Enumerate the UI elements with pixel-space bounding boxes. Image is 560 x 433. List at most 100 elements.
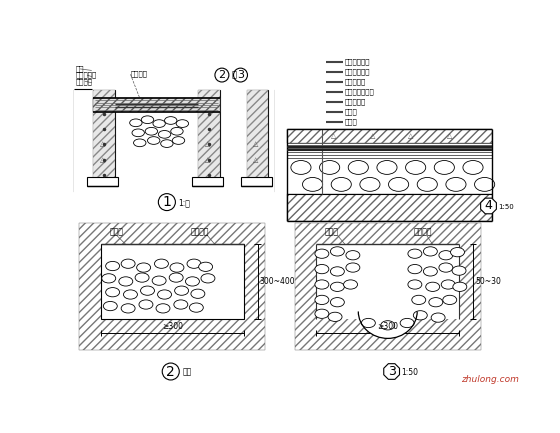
Text: 土工布: 土工布 bbox=[325, 228, 339, 237]
Ellipse shape bbox=[315, 265, 329, 274]
Text: 土工布: 土工布 bbox=[110, 228, 123, 237]
Ellipse shape bbox=[408, 265, 422, 274]
Ellipse shape bbox=[137, 263, 151, 272]
Ellipse shape bbox=[361, 318, 375, 328]
Text: 碎石粗沙: 碎石粗沙 bbox=[413, 228, 432, 237]
Ellipse shape bbox=[408, 249, 422, 259]
Text: 3: 3 bbox=[237, 70, 244, 80]
Ellipse shape bbox=[381, 321, 395, 330]
Ellipse shape bbox=[161, 140, 173, 148]
Circle shape bbox=[158, 194, 175, 210]
Text: △: △ bbox=[206, 157, 211, 163]
Ellipse shape bbox=[165, 116, 177, 124]
Ellipse shape bbox=[169, 273, 183, 282]
Bar bbox=[198, 90, 220, 181]
Ellipse shape bbox=[155, 259, 169, 268]
Bar bbox=[192, 177, 223, 186]
Ellipse shape bbox=[132, 129, 144, 137]
Ellipse shape bbox=[439, 263, 453, 272]
Text: 水泥沙浆找平层: 水泥沙浆找平层 bbox=[345, 89, 375, 95]
Ellipse shape bbox=[330, 247, 344, 256]
Ellipse shape bbox=[106, 262, 120, 271]
Ellipse shape bbox=[170, 263, 184, 272]
Ellipse shape bbox=[330, 282, 344, 291]
Text: △: △ bbox=[100, 141, 105, 147]
Text: △: △ bbox=[331, 133, 336, 139]
Bar bbox=[247, 90, 268, 181]
Ellipse shape bbox=[199, 262, 213, 271]
Ellipse shape bbox=[141, 286, 155, 295]
Bar bbox=[101, 245, 244, 319]
Ellipse shape bbox=[158, 130, 171, 138]
Text: 1: 1 bbox=[162, 195, 171, 209]
Ellipse shape bbox=[413, 311, 427, 320]
Bar bbox=[247, 90, 274, 192]
Bar bbox=[115, 112, 198, 174]
Ellipse shape bbox=[152, 276, 166, 285]
Ellipse shape bbox=[360, 178, 380, 191]
Text: 2: 2 bbox=[166, 365, 175, 378]
Text: 頼押土层层: 頼押土层层 bbox=[345, 99, 366, 105]
Bar bbox=[295, 223, 480, 350]
Ellipse shape bbox=[156, 304, 170, 313]
Text: 纸水层: 纸水层 bbox=[345, 109, 358, 115]
Bar bbox=[80, 223, 265, 350]
Text: △: △ bbox=[253, 157, 259, 163]
Ellipse shape bbox=[121, 304, 135, 313]
Ellipse shape bbox=[346, 251, 360, 260]
Ellipse shape bbox=[201, 274, 215, 283]
Bar bbox=[94, 90, 115, 181]
Bar bbox=[287, 194, 492, 220]
Text: 碎石粗沙: 碎石粗沙 bbox=[190, 228, 209, 237]
Bar bbox=[220, 90, 247, 192]
Ellipse shape bbox=[434, 161, 454, 174]
Circle shape bbox=[234, 68, 248, 82]
Text: ≥300: ≥300 bbox=[377, 322, 398, 331]
Ellipse shape bbox=[408, 280, 422, 289]
Ellipse shape bbox=[315, 309, 329, 318]
Ellipse shape bbox=[331, 178, 351, 191]
Ellipse shape bbox=[400, 318, 414, 328]
Ellipse shape bbox=[441, 280, 455, 289]
Ellipse shape bbox=[463, 161, 483, 174]
Ellipse shape bbox=[315, 249, 329, 259]
Text: 300~400: 300~400 bbox=[260, 277, 296, 286]
Ellipse shape bbox=[423, 247, 437, 256]
Ellipse shape bbox=[377, 161, 397, 174]
Ellipse shape bbox=[389, 178, 409, 191]
Bar bbox=[316, 245, 459, 319]
Ellipse shape bbox=[102, 274, 116, 283]
Ellipse shape bbox=[431, 313, 445, 322]
Text: 1:50: 1:50 bbox=[498, 204, 514, 210]
Text: zhulong.com: zhulong.com bbox=[461, 375, 519, 385]
Ellipse shape bbox=[172, 137, 185, 144]
Ellipse shape bbox=[135, 273, 149, 282]
Bar bbox=[94, 98, 220, 112]
Text: 轿土层: 轿土层 bbox=[345, 119, 358, 125]
Bar bbox=[74, 56, 274, 213]
Text: ≥300: ≥300 bbox=[162, 322, 183, 331]
Text: 50~30: 50~30 bbox=[475, 277, 501, 286]
Text: 隨水排水层: 隨水排水层 bbox=[76, 72, 97, 78]
Bar bbox=[87, 177, 118, 186]
Text: △: △ bbox=[100, 157, 105, 163]
Ellipse shape bbox=[320, 161, 340, 174]
Ellipse shape bbox=[423, 267, 437, 276]
Bar bbox=[74, 90, 97, 192]
Ellipse shape bbox=[453, 282, 467, 291]
Ellipse shape bbox=[344, 280, 357, 289]
Bar bbox=[240, 177, 272, 186]
Ellipse shape bbox=[119, 277, 133, 286]
Text: △: △ bbox=[447, 133, 452, 139]
Bar bbox=[247, 90, 268, 181]
Ellipse shape bbox=[346, 263, 360, 272]
Text: 4: 4 bbox=[484, 200, 492, 213]
Text: 自防水混凝土: 自防水混凝土 bbox=[345, 58, 371, 65]
Text: 2: 2 bbox=[218, 70, 226, 80]
Ellipse shape bbox=[141, 116, 153, 123]
Text: 水泥沙浆护层: 水泥沙浆护层 bbox=[345, 69, 371, 75]
Ellipse shape bbox=[147, 137, 160, 144]
Circle shape bbox=[215, 68, 229, 82]
Ellipse shape bbox=[315, 295, 329, 304]
Polygon shape bbox=[358, 311, 417, 339]
